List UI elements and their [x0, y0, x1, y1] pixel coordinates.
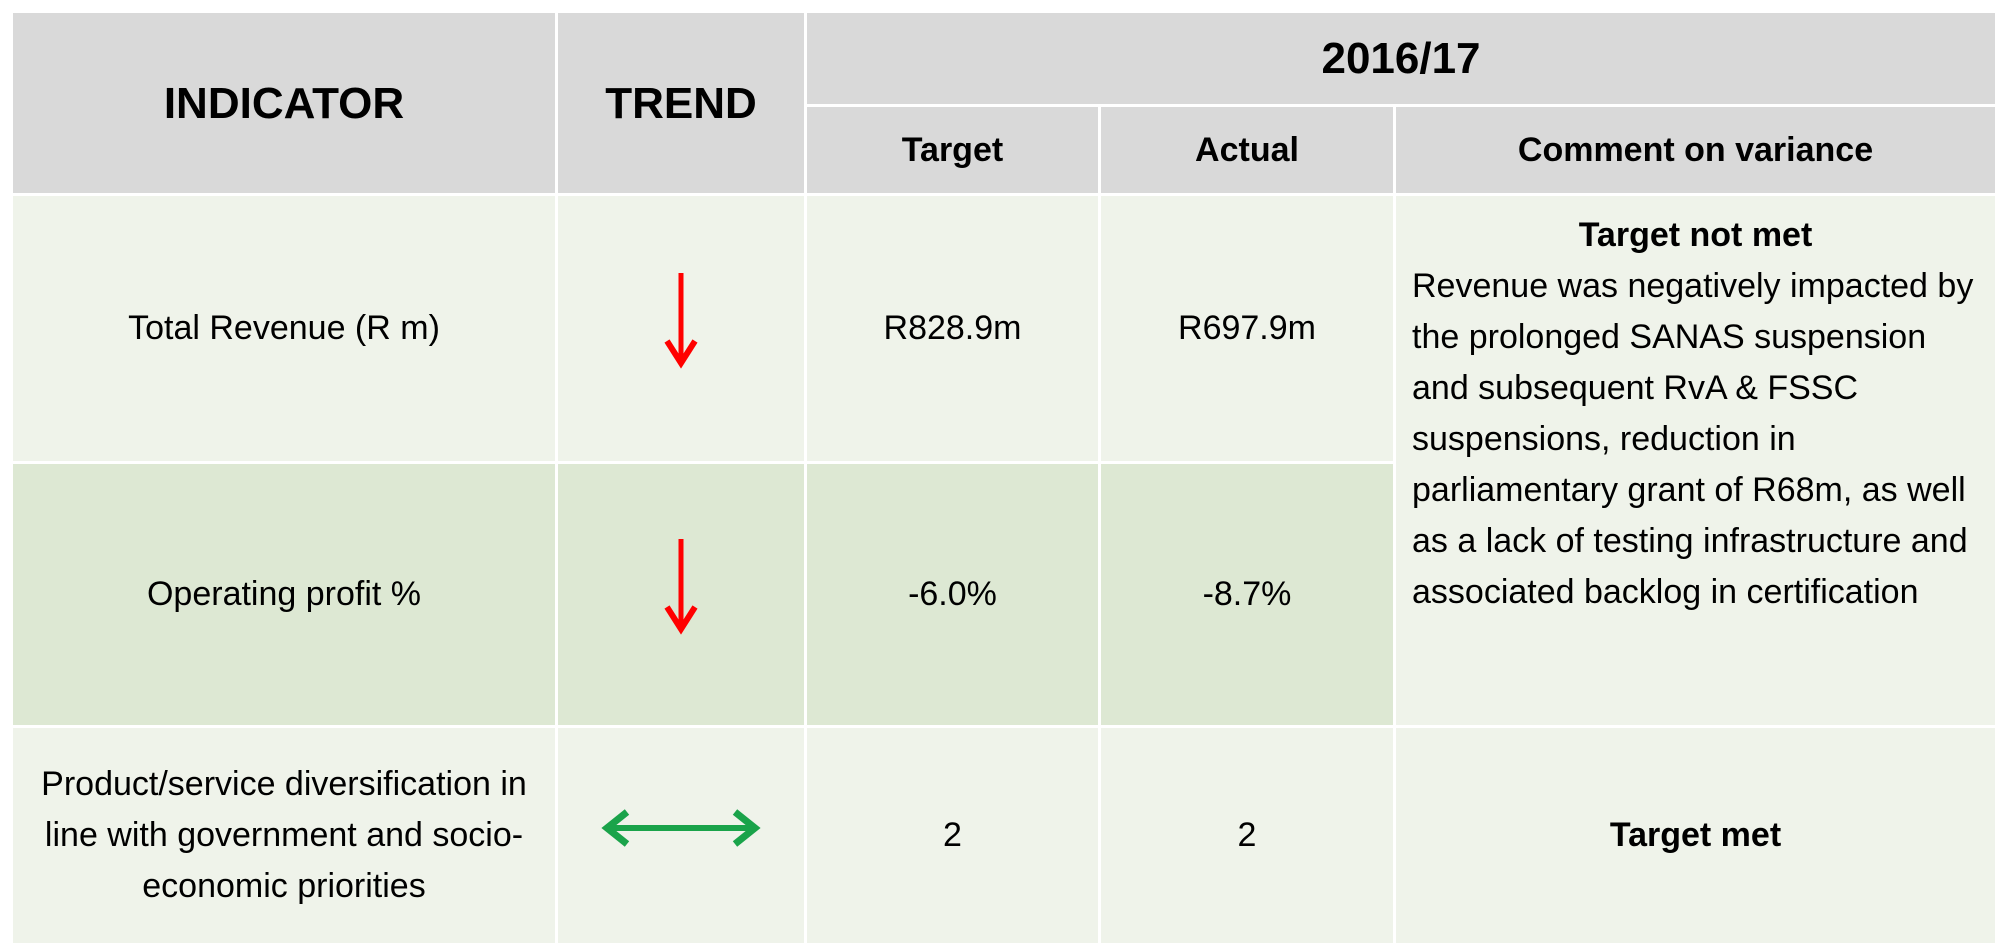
comment-text: Revenue was negatively impacted by the p…	[1412, 261, 1979, 618]
target-cell: -6.0%	[806, 463, 1100, 727]
header-cell: Target	[806, 106, 1100, 195]
header-cell: Actual	[1100, 106, 1395, 195]
actual-cell: R697.9m	[1100, 195, 1395, 463]
header-cell: Comment on variance	[1395, 106, 1995, 195]
down-arrow	[661, 271, 701, 371]
comment-cell: Target met	[1395, 727, 1995, 945]
flat-arrow	[601, 806, 761, 850]
trend-cell	[557, 195, 806, 463]
indicator-cell: Total Revenue (R m)	[12, 195, 557, 463]
header-cell: TREND	[557, 12, 806, 195]
comment-title: Target not met	[1412, 210, 1979, 261]
indicator-cell: Product/service diversification in line …	[12, 727, 557, 945]
actual-cell: 2	[1100, 727, 1395, 945]
indicator-table: INDICATOR TREND 2016/17 Target Actual Co…	[10, 10, 1995, 946]
trend-cell	[557, 463, 806, 727]
actual-cell: -8.7%	[1100, 463, 1395, 727]
header-cell: INDICATOR	[12, 12, 557, 195]
header-cell: 2016/17	[806, 12, 1995, 106]
comment-cell: Target not met Revenue was negatively im…	[1395, 195, 1995, 727]
trend-cell	[557, 727, 806, 945]
down-arrow	[661, 537, 701, 637]
target-cell: 2	[806, 727, 1100, 945]
indicator-cell: Operating profit %	[12, 463, 557, 727]
target-cell: R828.9m	[806, 195, 1100, 463]
